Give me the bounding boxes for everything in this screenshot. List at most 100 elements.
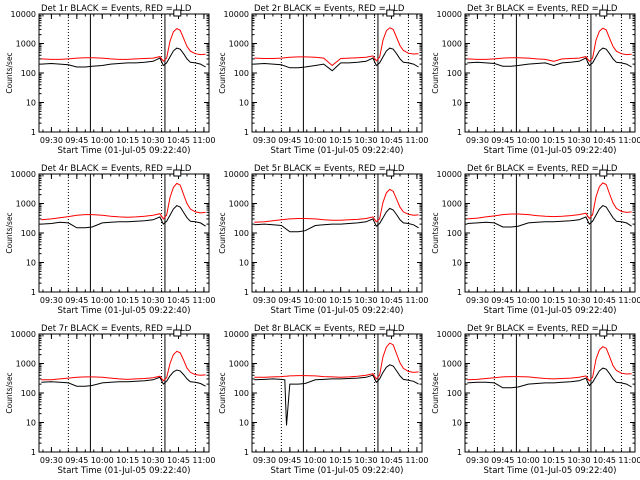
interval-box-marker <box>173 169 182 177</box>
y-tick-label: 10000 <box>11 10 36 19</box>
y-axis-label: Counts/sec <box>218 372 227 413</box>
y-axis-label: Counts/sec <box>431 212 440 253</box>
chart-panel-8: Det 8r BLACK = Events, RED = LLD 1 10 100 10… <box>218 324 428 476</box>
x-tick-label: 09:45 <box>491 456 514 465</box>
x-tick-label: 11:00 <box>405 456 428 465</box>
interval-box-marker <box>599 329 608 337</box>
interval-box-marker <box>386 169 395 177</box>
chart-panel-6: Det 6r BLACK = Events, RED = LLD 1 10 100 10… <box>431 164 640 316</box>
x-tick-label: 10:00 <box>304 456 327 465</box>
series-line-events <box>254 364 419 426</box>
y-tick-label: 10 <box>452 419 462 428</box>
series-line-lld <box>467 346 632 382</box>
y-tick-label: 10 <box>452 99 462 108</box>
x-tick-label: 10:30 <box>568 136 591 145</box>
x-tick-label: 09:30 <box>253 456 276 465</box>
y-tick-label: 100 <box>447 229 462 238</box>
x-tick-label: 09:45 <box>65 456 88 465</box>
x-tick-label: 10:45 <box>167 296 190 305</box>
x-tick-label: 10:45 <box>380 296 403 305</box>
chart-panel-4: Det 4r BLACK = Events, RED = LLD 1 10 100 10… <box>5 164 215 316</box>
x-tick-label: 11:00 <box>618 456 640 465</box>
plot-frame <box>464 333 636 453</box>
y-axis-label: Counts/sec <box>218 212 227 253</box>
chart-panel-7: Det 7r BLACK = Events, RED = LLD 1 10 100 10… <box>5 324 215 476</box>
x-tick-label: 10:15 <box>542 136 565 145</box>
x-axis-label: Start Time (01-Jul-05 09:22:40) <box>58 306 191 316</box>
y-tick-label: 1 <box>244 128 249 137</box>
interval-box-marker <box>173 329 182 337</box>
y-tick-label: 1 <box>244 448 249 457</box>
x-axis-label: Start Time (01-Jul-05 09:22:40) <box>484 306 617 316</box>
x-tick-label: 10:00 <box>91 136 114 145</box>
x-tick-label: 10:30 <box>142 136 165 145</box>
series-line-events <box>254 207 419 233</box>
x-tick-label: 09:45 <box>278 456 301 465</box>
interval-box-marker <box>386 329 395 337</box>
x-tick-label: 10:30 <box>355 456 378 465</box>
y-tick-label: 10000 <box>11 330 36 339</box>
x-tick-label: 09:45 <box>491 296 514 305</box>
x-tick-label: 09:30 <box>466 136 489 145</box>
x-tick-label: 10:45 <box>593 456 616 465</box>
x-tick-label: 10:45 <box>593 136 616 145</box>
y-tick-label: 1000 <box>16 360 36 369</box>
plot-frame <box>38 333 210 453</box>
x-tick-label: 10:00 <box>517 456 540 465</box>
chart-title: Det 9r BLACK = Events, RED = LLD <box>467 324 618 334</box>
y-tick-label: 100 <box>447 69 462 78</box>
x-tick-label: 10:30 <box>568 296 591 305</box>
y-axis-label: Counts/sec <box>5 52 14 93</box>
y-tick-label: 10 <box>26 99 36 108</box>
chart-title: Det 7r BLACK = Events, RED = LLD <box>41 324 192 334</box>
chart-title: Det 4r BLACK = Events, RED = LLD <box>41 164 192 174</box>
y-tick-label: 1 <box>457 288 462 297</box>
y-tick-label: 1000 <box>442 200 462 209</box>
plot-frame <box>251 173 423 293</box>
y-tick-label: 100 <box>447 389 462 398</box>
x-tick-label: 11:00 <box>192 456 215 465</box>
y-tick-label: 1000 <box>442 40 462 49</box>
chart-panel-1: Det 1r BLACK = Events, RED = LLD 1 10 100 10… <box>5 4 215 156</box>
y-tick-label: 100 <box>234 229 249 238</box>
x-tick-label: 11:00 <box>618 296 640 305</box>
y-tick-label: 1000 <box>16 200 36 209</box>
y-tick-label: 1000 <box>229 360 249 369</box>
y-tick-label: 10000 <box>437 330 462 339</box>
y-tick-label: 100 <box>21 389 36 398</box>
series-line-lld <box>254 342 419 380</box>
series-line-events <box>467 367 632 389</box>
series-line-events <box>41 47 206 68</box>
y-tick-label: 100 <box>234 69 249 78</box>
interval-box-marker <box>599 169 608 177</box>
x-tick-label: 10:30 <box>142 456 165 465</box>
series-line-events <box>467 205 632 228</box>
interval-box-marker <box>599 9 608 17</box>
interval-box-marker <box>386 9 395 17</box>
y-tick-label: 10000 <box>437 170 462 179</box>
series-line-lld <box>41 350 206 382</box>
chart-panel-2: Det 2r BLACK = Events, RED = LLD 1 10 100 10… <box>218 4 428 156</box>
x-tick-label: 11:00 <box>618 136 640 145</box>
x-axis-label: Start Time (01-Jul-05 09:22:40) <box>484 466 617 476</box>
y-tick-label: 10 <box>239 419 249 428</box>
x-tick-label: 10:00 <box>517 136 540 145</box>
x-tick-label: 09:30 <box>253 296 276 305</box>
x-tick-label: 10:15 <box>329 296 352 305</box>
x-axis-label: Start Time (01-Jul-05 09:22:40) <box>271 466 404 476</box>
y-tick-label: 1000 <box>229 40 249 49</box>
chart-panel-3: Det 3r BLACK = Events, RED = LLD 1 10 100 10… <box>431 4 640 156</box>
x-axis-label: Start Time (01-Jul-05 09:22:40) <box>271 146 404 156</box>
x-tick-label: 09:45 <box>65 136 88 145</box>
series-line-lld <box>41 27 206 63</box>
chart-title: Det 2r BLACK = Events, RED = LLD <box>254 4 405 14</box>
x-tick-label: 09:45 <box>491 136 514 145</box>
y-tick-label: 1 <box>457 448 462 457</box>
plot-frame <box>464 173 636 293</box>
chart-panel-9: Det 9r BLACK = Events, RED = LLD 1 10 100 10… <box>431 324 640 476</box>
plot-frame <box>251 333 423 453</box>
x-tick-label: 09:30 <box>466 456 489 465</box>
x-tick-label: 09:30 <box>40 456 63 465</box>
x-tick-label: 10:30 <box>355 296 378 305</box>
x-tick-label: 11:00 <box>192 296 215 305</box>
